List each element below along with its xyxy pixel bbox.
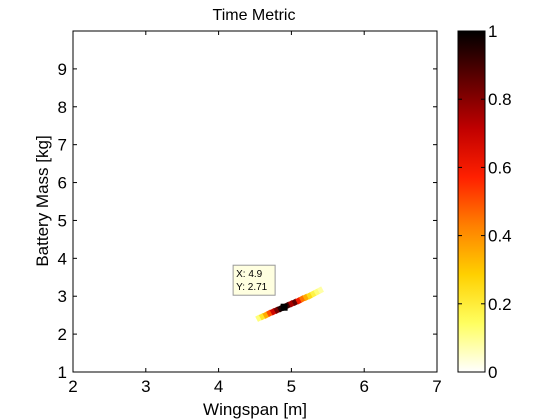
heatmap-cell: [313, 288, 321, 296]
y-tick-label: 2: [58, 325, 67, 344]
heatmap-cell: [262, 311, 270, 319]
axes-frame: [72, 30, 438, 373]
data-tip-x: X: 4.9: [236, 269, 263, 280]
x-tick-label: 5: [287, 377, 296, 396]
data-tip[interactable]: X: 4.9 Y: 2.71: [232, 264, 288, 311]
heatmap-cell: [302, 293, 310, 302]
y-tick-label: 9: [58, 60, 67, 79]
colorbar-ticks: 0 0.2 0.4 0.6 0.8 1: [458, 22, 512, 382]
x-tick-label: 7: [432, 377, 441, 396]
heatmap-cell: [255, 314, 263, 322]
colorbar-gradient: [457, 30, 486, 373]
heatmap-cell: [295, 297, 303, 305]
data-tip-y: Y: 2.71: [236, 282, 268, 293]
heatmap-cell: [291, 298, 299, 307]
x-tick-label: 4: [214, 377, 223, 396]
heatmap-cell: [258, 312, 266, 321]
heatmap-cell: [317, 286, 324, 294]
colorbar-tick-label: 1: [488, 22, 497, 41]
y-tick-label: 6: [58, 174, 67, 193]
y-axis-ticks: 1 2 3 4 5 6 7 8 9: [58, 60, 437, 382]
y-tick-label: 5: [58, 211, 67, 230]
heatmap-cell: [298, 295, 306, 303]
colorbar-tick-label: 0.8: [488, 90, 512, 109]
heatmap-cell: [273, 306, 281, 314]
heatmap-cell: [287, 300, 295, 308]
axes-background: [73, 31, 437, 372]
y-tick-label: 7: [58, 136, 67, 155]
y-tick-label: 8: [58, 98, 67, 117]
x-axis-ticks: 2 3 4 5 6 7: [68, 31, 442, 396]
x-tick-label: 6: [359, 377, 368, 396]
colorbar-tick-label: 0.6: [488, 158, 512, 177]
heatmap-cell: [309, 290, 317, 298]
colorbar-tick-label: 0: [488, 363, 497, 382]
x-tick-label: 2: [68, 377, 77, 396]
colorbar: 0 0.2 0.4 0.6 0.8 1: [457, 22, 512, 382]
y-tick-label: 4: [58, 249, 67, 268]
x-tick-label: 3: [141, 377, 150, 396]
colorbar-tick-label: 0.4: [488, 227, 512, 246]
data-tip-marker[interactable]: [280, 303, 288, 311]
heatmap-cell: [306, 292, 314, 300]
y-tick-label: 1: [58, 363, 67, 382]
data-tip-box: [232, 264, 276, 296]
y-tick-label: 3: [58, 287, 67, 306]
heatmap-cells: [255, 286, 324, 322]
colorbar-tick-label: 0.2: [488, 295, 512, 314]
y-axis-label: Battery Mass [kg]: [33, 135, 52, 266]
x-axis-label: Wingspan [m]: [203, 400, 307, 419]
heatmap-cell: [269, 308, 277, 316]
heatmap-cell: [284, 301, 292, 310]
chart-title: Time Metric: [213, 7, 296, 24]
heatmap-cell: [266, 309, 274, 318]
